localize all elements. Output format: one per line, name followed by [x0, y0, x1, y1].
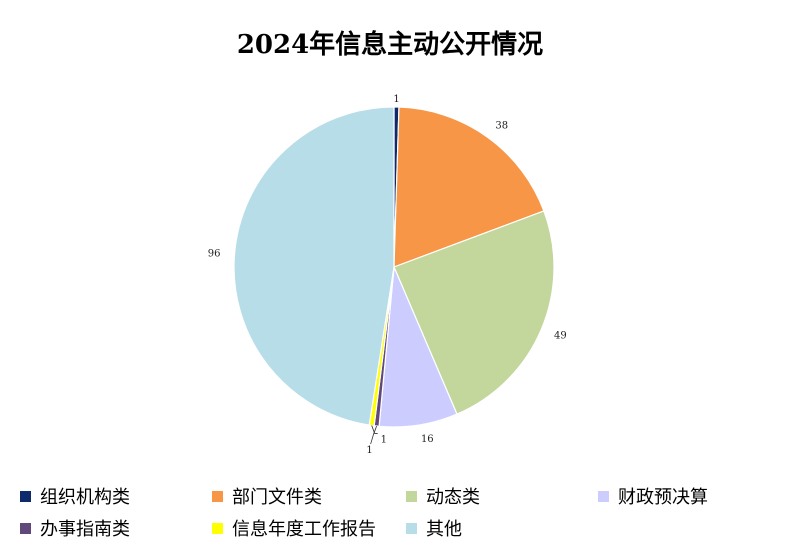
legend-swatch [20, 490, 31, 502]
data-label: 49 [554, 330, 567, 341]
legend-swatch [212, 490, 223, 502]
legend-item: 办事指南类 [20, 517, 130, 540]
legend-label: 部门文件类 [232, 487, 322, 508]
legend-swatch [406, 522, 417, 534]
data-label: 1 [366, 445, 372, 456]
legend-item: 动态类 [406, 485, 480, 508]
legend-swatch [406, 490, 417, 502]
pie-slice [393, 106, 545, 268]
legend-label: 动态类 [426, 487, 480, 508]
data-label: 16 [421, 434, 434, 445]
legend-item: 信息年度工作报告 [212, 517, 376, 540]
data-label: 1 [393, 94, 399, 105]
legend-item: 部门文件类 [212, 485, 322, 508]
legend-label: 办事指南类 [40, 519, 130, 540]
legend-swatch [20, 522, 31, 534]
legend-label: 财政预决算 [618, 487, 708, 508]
legend-item: 其他 [406, 517, 462, 540]
pie-slice [393, 210, 555, 415]
legend-item: 财政预决算 [598, 485, 708, 508]
data-label: 38 [495, 121, 508, 132]
legend-item: 组织机构类 [20, 485, 130, 508]
leader-line [371, 425, 378, 434]
legend-swatch [598, 490, 609, 502]
legend-label: 组织机构类 [40, 487, 130, 508]
pie-slice [233, 106, 395, 426]
legend-label: 信息年度工作报告 [232, 519, 376, 540]
data-label: 96 [208, 248, 221, 259]
legend-label: 其他 [426, 519, 462, 540]
chart-title: 2024年信息主动公开情况 [236, 30, 544, 60]
leader-line [370, 425, 377, 445]
data-label: 1 [381, 434, 387, 445]
legend-swatch [212, 522, 223, 534]
